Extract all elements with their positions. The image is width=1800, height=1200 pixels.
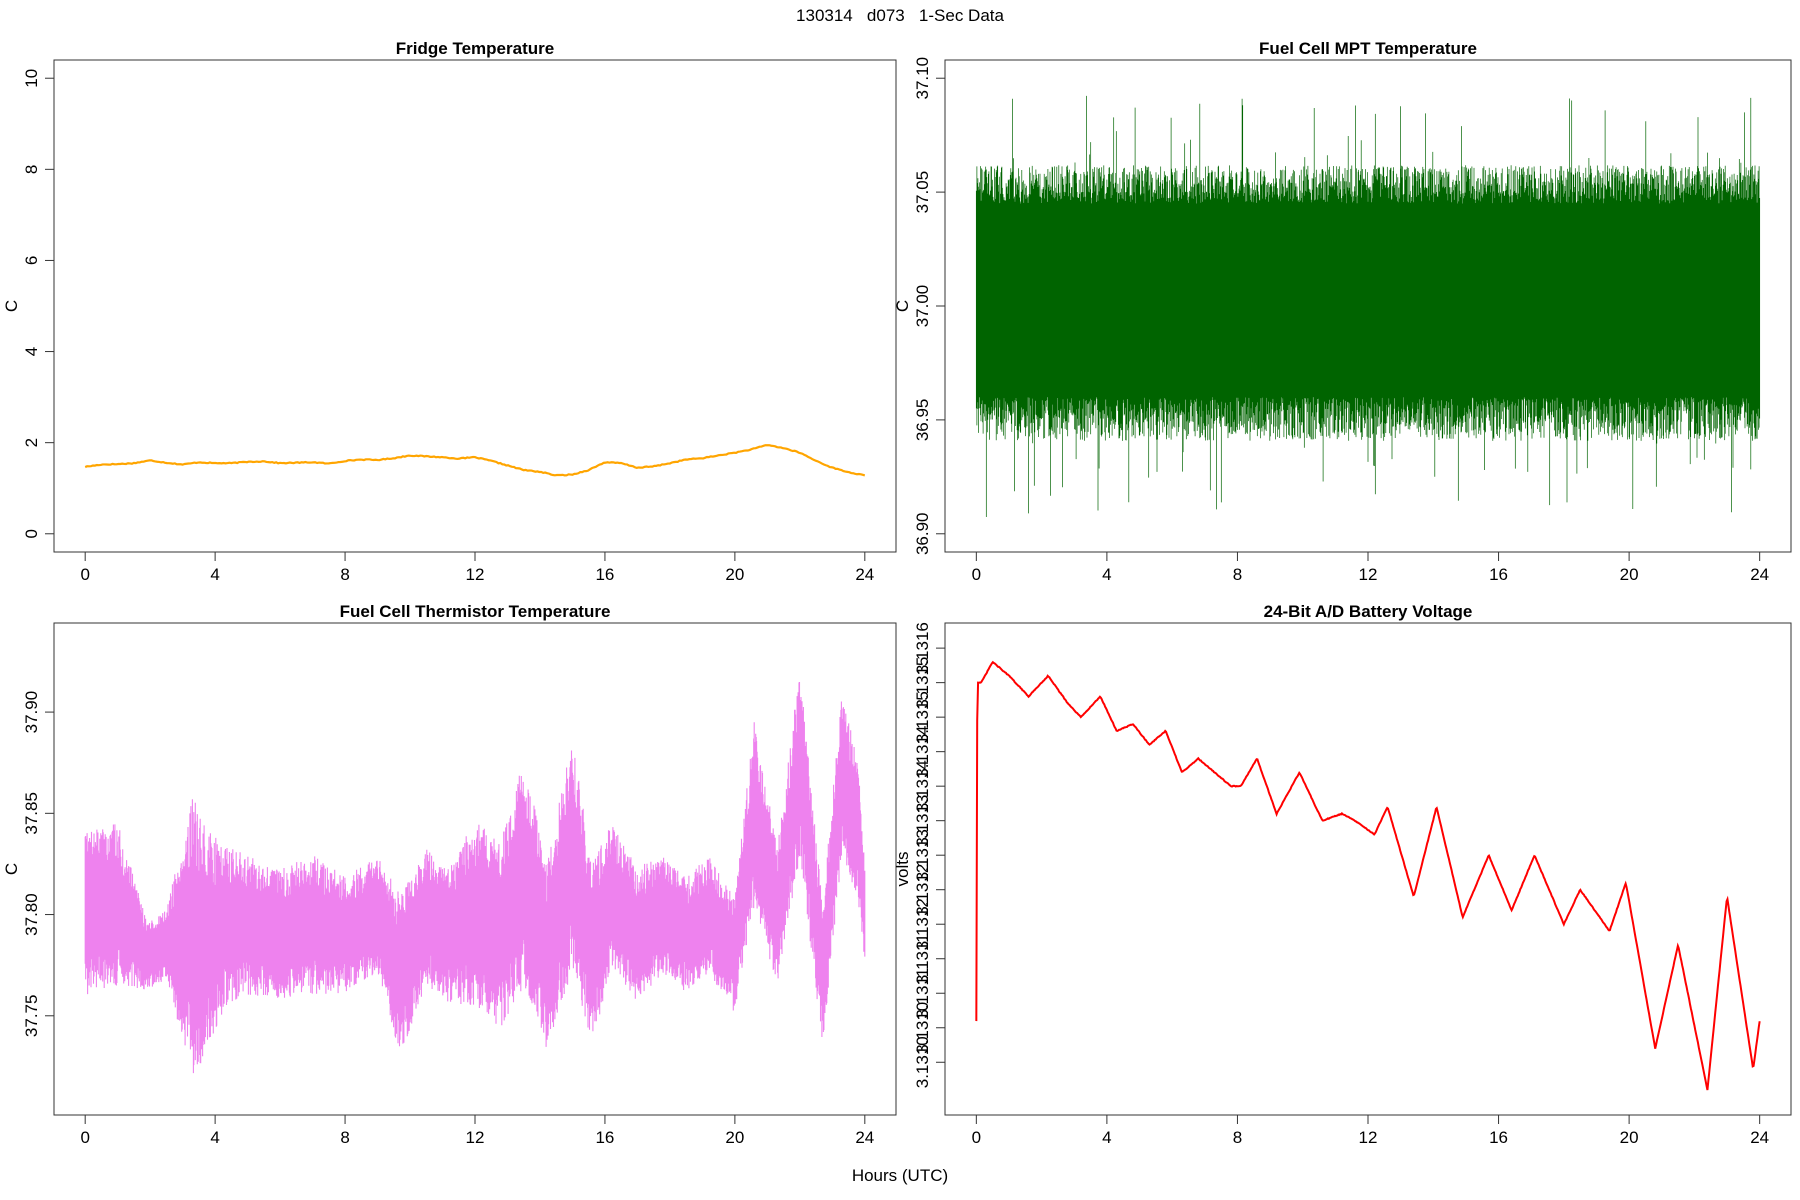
plot-area [84, 682, 866, 1074]
y-tick-label: 0 [22, 529, 41, 538]
x-tick-label: 24 [1750, 565, 1769, 584]
x-tick-label: 20 [725, 1128, 744, 1147]
x-tick-label: 4 [210, 565, 219, 584]
y-tick-label: 2 [22, 438, 41, 447]
y-tick-label: 3.1311 [913, 933, 932, 984]
y-axis-label: volts [893, 852, 912, 887]
y-tick-label: 37.90 [22, 691, 41, 734]
plot-area [84, 444, 866, 477]
y-tick-label: 3.1315 [913, 691, 932, 743]
x-tick-label: 16 [595, 565, 614, 584]
x-tick-label: 0 [972, 565, 981, 584]
x-axis-label: Hours (UTC) [851, 1166, 949, 1185]
x-tick-label: 0 [972, 1128, 981, 1147]
panel-title: Fuel Cell Thermistor Temperature [340, 602, 611, 621]
x-tick-label: 0 [80, 565, 89, 584]
panel-fuel-cell-mpt-temperature: 0 4 8 12 16 20 24 36.90 36.95 37.00 37.05 37.10 Fuel… [893, 39, 1792, 584]
y-tick-label: 4 [22, 347, 41, 356]
x-tick-label: 4 [1102, 565, 1111, 584]
y-tick-label: 8 [22, 165, 41, 174]
x-tick-label: 12 [1359, 565, 1378, 584]
plot-area [975, 660, 1761, 1091]
x-tick-label: 8 [340, 565, 349, 584]
x-tick-label: 12 [1359, 1128, 1378, 1147]
x-tick-label: 16 [1489, 1128, 1508, 1147]
y-tick-label: 3.1314 [913, 726, 932, 778]
x-tick-label: 4 [1102, 1128, 1111, 1147]
panel-battery-voltage: 0 4 8 12 16 20 243.13103.13103.13113.13113.131… [893, 602, 1792, 1147]
y-tick-label: 3.1312 [913, 864, 932, 916]
panel-title: 24-Bit A/D Battery Voltage [1264, 602, 1473, 621]
y-tick-label: 36.90 [913, 513, 932, 556]
x-tick-label: 16 [1489, 565, 1508, 584]
y-tick-label: 10 [22, 69, 41, 88]
panel-title: Fridge Temperature [396, 39, 554, 58]
x-tick-label: 12 [466, 565, 485, 584]
x-tick-label: 4 [210, 1128, 219, 1147]
y-tick-label: 3.1313 [913, 829, 932, 881]
y-tick-label: 3.1315 [913, 657, 932, 709]
y-tick-label: 3.1310 [913, 1002, 932, 1054]
x-tick-label: 0 [80, 1128, 89, 1147]
y-tick-label: 37.05 [913, 171, 932, 214]
y-tick-label: 3.1313 [913, 795, 932, 847]
plot-frame [53, 59, 897, 553]
figure-title: 130314 d073 1-Sec Data [796, 6, 1004, 25]
x-tick-label: 24 [1750, 1128, 1769, 1147]
x-tick-label: 20 [1620, 565, 1639, 584]
x-tick-label: 24 [855, 565, 874, 584]
x-tick-label: 16 [595, 1128, 614, 1147]
y-axis-label: C [2, 863, 21, 875]
y-axis-label: C [2, 300, 21, 312]
y-tick-label: 37.75 [22, 995, 41, 1038]
y-tick-label: 37.10 [913, 57, 932, 100]
y-tick-label: 3.1316 [913, 622, 932, 674]
x-tick-label: 24 [855, 1128, 874, 1147]
x-tick-label: 12 [466, 1128, 485, 1147]
y-tick-label: 37.00 [913, 285, 932, 328]
panel-fuel-cell-thermistor-temperature: 0 4 8 12 16 20 24 37.75 37.80 37.85 37.90 Fuel Cell… [2, 602, 897, 1147]
y-axis-label: C [893, 300, 912, 312]
x-tick-label: 20 [725, 565, 744, 584]
series-line [84, 682, 866, 1074]
y-tick-label: 37.85 [22, 792, 41, 835]
y-tick-label: 3.1314 [913, 760, 932, 812]
plot-frame [944, 622, 1792, 1116]
x-tick-label: 8 [1233, 565, 1242, 584]
plot-area [975, 95, 1761, 517]
series-line [975, 95, 1761, 517]
series-line [975, 660, 1761, 1091]
y-tick-label: 36.95 [913, 399, 932, 442]
y-tick-label: 37.80 [22, 893, 41, 936]
x-tick-label: 8 [1233, 1128, 1242, 1147]
y-tick-label: 3.1310 [913, 1036, 932, 1088]
x-tick-label: 20 [1620, 1128, 1639, 1147]
panel-title: Fuel Cell MPT Temperature [1259, 39, 1477, 58]
y-tick-label: 6 [22, 256, 41, 265]
series-line [84, 444, 866, 477]
x-tick-label: 8 [340, 1128, 349, 1147]
y-tick-label: 3.1312 [913, 898, 932, 950]
y-tick-label: 3.1311 [913, 968, 932, 1019]
